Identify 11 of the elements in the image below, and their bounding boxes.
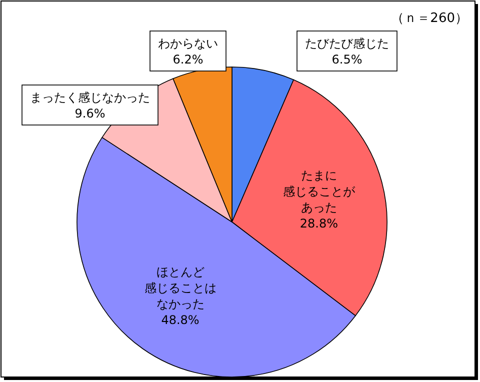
slice-label: ほとんど感じることはなかった bbox=[144, 265, 216, 312]
slice-label: わからない bbox=[158, 36, 218, 50]
slice-label: たびたび感じた bbox=[305, 36, 389, 50]
data-label: 9.6% bbox=[74, 106, 106, 120]
text: （ｎ＝260） bbox=[391, 11, 468, 26]
slice-label: たまに感じることがあった bbox=[282, 168, 356, 215]
data-label: 6.5% bbox=[332, 52, 362, 66]
data-label: 48.8% bbox=[161, 313, 200, 328]
data-label: 28.8% bbox=[300, 216, 338, 231]
data-label: 6.2% bbox=[172, 52, 204, 66]
slice-label: まったく感じなかった bbox=[30, 90, 150, 104]
